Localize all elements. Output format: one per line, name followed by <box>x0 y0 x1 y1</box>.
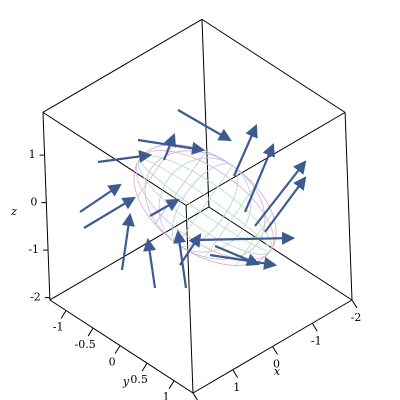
box-edge <box>201 19 210 208</box>
z-tick-label: 1 <box>29 148 36 161</box>
z-tick-label: -2 <box>30 291 41 304</box>
y-tick-label: 0.5 <box>130 373 148 386</box>
vector <box>97 149 153 164</box>
vector <box>149 198 180 217</box>
x-tick <box>351 299 358 309</box>
z-tick-label: -1 <box>28 243 39 256</box>
vector <box>214 244 261 266</box>
box-edge <box>185 205 194 394</box>
vector <box>162 132 177 161</box>
x-tick <box>232 369 239 379</box>
z-tick-label: 0 <box>30 196 37 209</box>
vector <box>143 237 157 289</box>
x-tick-label: -1 <box>311 334 322 347</box>
y-tick-label: 1 <box>163 391 170 400</box>
y-tick <box>114 345 121 354</box>
vector <box>232 123 258 177</box>
vectors <box>79 109 307 289</box>
x-tick-label: 0 <box>273 358 280 371</box>
vector <box>243 142 275 213</box>
box-edge <box>42 18 203 113</box>
x-tick <box>192 392 198 400</box>
y-tick-label: -0.5 <box>74 338 95 351</box>
wire <box>203 185 256 260</box>
y-axis-label: y <box>122 375 130 388</box>
x-tick-label: -2 <box>351 311 362 324</box>
box-edge <box>208 206 353 301</box>
wire <box>137 144 175 198</box>
y-tick <box>60 310 67 319</box>
vector <box>83 196 136 229</box>
vector <box>120 212 135 271</box>
x-tick-label: 1 <box>233 381 240 394</box>
y-tick <box>141 362 148 372</box>
y-tick <box>168 380 175 389</box>
x-axis-label: x <box>274 365 281 378</box>
x-tick <box>311 322 318 332</box>
vector <box>254 160 307 227</box>
y-tick-label: 0 <box>109 356 116 369</box>
vector <box>177 109 232 142</box>
vector <box>173 229 188 289</box>
wire <box>154 150 207 225</box>
y-tick <box>87 327 94 337</box>
z-axis-label: z <box>10 205 17 218</box>
x-tick <box>272 346 278 355</box>
box-edge <box>201 18 346 113</box>
vector <box>209 253 278 270</box>
wire <box>177 165 233 245</box>
vector <box>264 176 307 233</box>
box-edge <box>185 111 346 206</box>
box-edge <box>344 112 353 301</box>
vector <box>194 231 296 245</box>
y-tick-label: -1 <box>53 321 64 334</box>
box-edge <box>49 206 210 301</box>
box-edge <box>42 112 51 301</box>
axes-box <box>42 18 353 394</box>
vector <box>79 183 122 213</box>
box-edge <box>49 299 194 394</box>
